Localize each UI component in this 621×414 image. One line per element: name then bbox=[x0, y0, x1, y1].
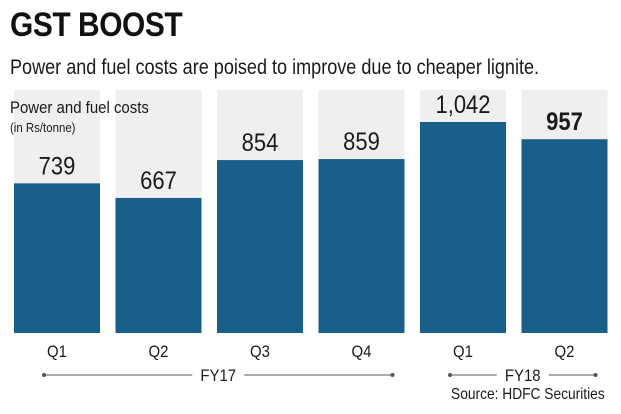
group-label: FY17 bbox=[200, 367, 236, 385]
data-label: 859 bbox=[343, 128, 380, 156]
group-bracket-end bbox=[390, 373, 395, 377]
chart-subtitle: Power and fuel costs are poised to impro… bbox=[10, 56, 540, 79]
data-label: 1,042 bbox=[435, 91, 490, 119]
data-label: 739 bbox=[39, 152, 76, 180]
x-tick-label: Q2 bbox=[149, 343, 169, 361]
bar bbox=[217, 160, 303, 333]
group-label: FY18 bbox=[505, 367, 541, 385]
bar bbox=[420, 122, 506, 333]
group-bracket-end bbox=[593, 373, 598, 377]
bar bbox=[14, 183, 100, 333]
x-tick-label: Q4 bbox=[352, 343, 372, 361]
units-label: (in Rs/tonne) bbox=[10, 120, 76, 135]
x-tick-label: Q1 bbox=[453, 343, 473, 361]
x-tick-label: Q3 bbox=[250, 343, 270, 361]
bar bbox=[115, 197, 202, 333]
chart-title: GST BOOST bbox=[10, 6, 183, 44]
group-bracket-end bbox=[448, 373, 452, 377]
source-note: Source: HDFC Securities bbox=[451, 386, 605, 403]
bar bbox=[521, 139, 608, 333]
bar bbox=[318, 159, 405, 333]
data-label: 667 bbox=[140, 167, 177, 195]
y-axis-label: Power and fuel costs bbox=[10, 98, 149, 117]
group-bracket-end bbox=[42, 373, 46, 377]
x-tick-label: Q1 bbox=[47, 343, 67, 361]
data-label: 957 bbox=[546, 108, 583, 136]
data-label: 854 bbox=[242, 129, 279, 157]
x-tick-label: Q2 bbox=[555, 343, 575, 361]
